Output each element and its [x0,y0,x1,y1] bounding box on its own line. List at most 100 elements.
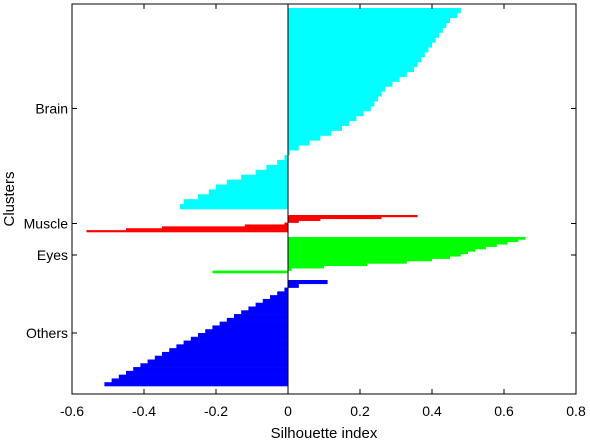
bar-brain-40 [180,204,288,210]
bar-brain-33 [255,169,288,175]
x-tick-label: 0.4 [422,403,442,419]
plot-frame [71,3,577,395]
bar-others-18 [169,348,288,353]
bar-others-21 [147,359,288,364]
bar-muscle-4 [284,222,288,225]
bar-brain-25 [288,130,332,136]
bar-eyes-3 [288,244,497,247]
bar-others-4 [270,295,288,300]
bar-others-11 [219,321,288,326]
x-tick-label: 0.6 [494,403,514,419]
bar-brain-37 [208,189,288,195]
x-tick-label: 0.8 [566,403,586,419]
x-tick-label: -0.2 [204,403,228,419]
bar-brain-24 [288,125,342,131]
bar-brain-11 [288,61,418,68]
bar-brain-34 [241,174,288,180]
bar-brain-20 [288,106,371,112]
bar-others-2 [284,287,288,292]
bar-brain-4 [288,27,443,33]
bar-eyes-11 [288,263,368,267]
bar-others-0 [288,280,328,285]
bar-others-24 [126,370,288,375]
bar-brain-21 [288,110,364,117]
bar-muscle-6 [162,226,288,229]
bar-brain-7 [288,42,432,48]
x-axis-title: Silhouette index [271,425,378,442]
bar-brain-26 [288,135,321,141]
bar-brain-12 [288,66,414,73]
bar-others-26 [111,378,288,383]
bar-brain-8 [288,47,429,53]
bar-others-19 [162,351,288,357]
bar-brain-31 [277,159,288,166]
bar-eyes-0 [288,237,526,240]
y-label-brain: Brain [35,101,68,117]
bar-brain-32 [266,164,288,171]
x-tick-label: 0 [284,403,292,419]
y-axis-title: Clusters [1,171,18,226]
bar-brain-17 [288,91,382,97]
bar-others-22 [140,363,288,368]
bar-others-6 [255,302,288,307]
bar-brain-10 [288,57,422,63]
bar-eyes-13 [288,268,292,271]
bar-others-13 [205,329,288,334]
bar-others-9 [234,314,288,319]
bar-brain-9 [288,52,425,58]
bar-brain-6 [288,37,436,43]
bar-brain-2 [288,17,450,24]
bar-muscle-8 [86,230,289,233]
bar-others-10 [226,317,288,322]
bar-others-12 [212,325,288,330]
bar-eyes-8 [288,256,450,259]
bar-others-16 [183,340,288,345]
bar-brain-1 [288,12,458,19]
bar-others-1 [288,283,299,288]
bar-others-15 [190,336,288,341]
bar-others-7 [248,306,288,311]
bar-others-14 [198,333,288,338]
bar-brain-13 [288,71,407,77]
x-tick-label: 0.2 [350,403,370,419]
bar-eyes-14 [212,270,288,274]
bar-others-23 [133,367,288,372]
bar-muscle-7 [126,228,288,231]
bar-eyes-10 [288,261,407,264]
bar-brain-0 [288,8,461,14]
bar-brain-35 [226,179,288,185]
bar-others-20 [154,355,288,360]
x-tick-label: -0.4 [132,403,156,419]
bar-brain-36 [216,184,288,190]
bar-brain-18 [288,96,378,102]
bar-brain-23 [288,120,350,126]
bars-layer [86,8,526,387]
bar-eyes-7 [288,253,461,257]
bar-others-27 [104,382,289,387]
bar-others-25 [118,374,288,379]
bar-eyes-9 [288,258,432,262]
bar-brain-3 [288,22,447,28]
bar-muscle-1 [288,216,382,220]
x-axis-ticks: -0.6 -0.4 -0.2 0 0.2 0.4 0.6 0.8 [60,4,586,419]
bar-brain-5 [288,32,440,38]
bar-brain-15 [288,81,393,87]
bar-others-5 [262,298,288,304]
bar-others-17 [176,344,288,349]
bar-eyes-5 [288,249,476,252]
bar-eyes-1 [288,239,519,243]
y-label-others: Others [26,325,68,341]
bar-eyes-12 [288,265,324,269]
x-tick-label: -0.6 [60,403,84,419]
bar-muscle-2 [288,218,321,221]
y-label-muscle: Muscle [24,216,69,232]
bar-brain-38 [198,194,288,200]
bar-eyes-6 [288,251,468,255]
y-label-eyes: Eyes [37,247,68,263]
bar-eyes-2 [288,241,508,245]
bar-brain-39 [183,199,288,205]
bar-brain-14 [288,76,400,82]
bar-muscle-5 [244,224,288,227]
bar-brain-29 [288,150,290,156]
